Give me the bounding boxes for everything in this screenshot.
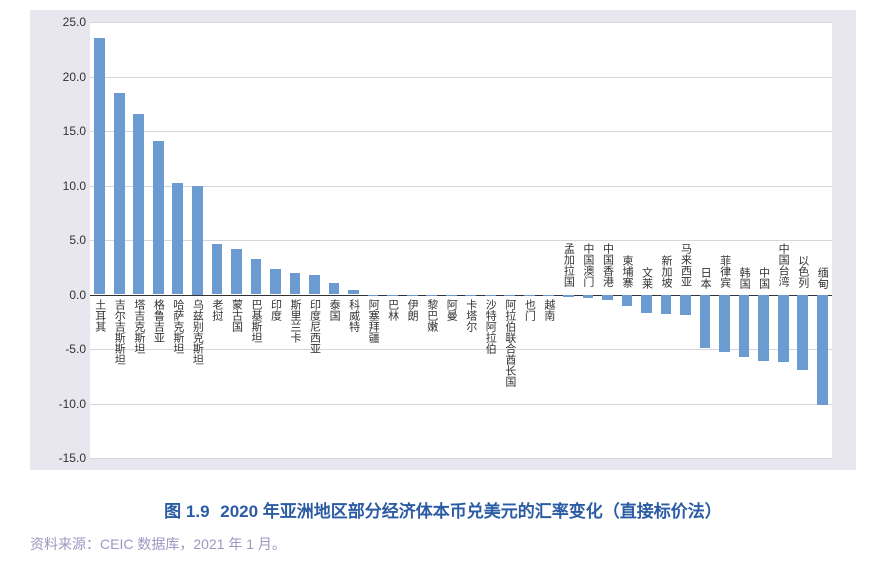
category-label: 塔吉克斯坦 (133, 299, 144, 354)
category-label: 阿曼 (445, 299, 456, 321)
bar (114, 93, 125, 295)
category-label: 格鲁吉亚 (152, 299, 163, 343)
category-label: 也门 (523, 299, 534, 321)
bar (387, 295, 398, 296)
figure-title: 2020 年亚洲地区部分经济体本币兑美元的汇率变化（直接标价法） (220, 502, 722, 521)
bar (270, 269, 281, 294)
category-label: 中国 (758, 267, 769, 289)
category-label: 阿塞拜疆 (367, 299, 378, 343)
category-label: 巴林 (387, 299, 398, 321)
bar (543, 295, 554, 296)
category-label: 卡塔尔 (465, 299, 476, 332)
bar (368, 295, 379, 296)
source-text: CEIC 数据库，2021 年 1 月。 (100, 536, 286, 552)
figure-caption: 图 1.9 2020 年亚洲地区部分经济体本币兑美元的汇率变化（直接标价法） (30, 497, 856, 522)
bar (641, 295, 652, 314)
category-label: 孟加拉国 (562, 243, 573, 287)
bar (700, 295, 711, 348)
gridline (90, 22, 832, 23)
category-label: 越南 (543, 299, 554, 321)
bar (407, 295, 418, 296)
bar (133, 114, 144, 295)
category-label: 吉尔吉斯斯坦 (113, 299, 124, 365)
category-label: 乌兹别克斯坦 (191, 299, 202, 365)
bar (719, 295, 730, 353)
bar (290, 273, 301, 295)
category-label: 斯里兰卡 (289, 299, 300, 343)
category-label: 日本 (699, 267, 710, 289)
bar (172, 183, 183, 294)
figure-footer: 图 1.9 2020 年亚洲地区部分经济体本币兑美元的汇率变化（直接标价法） 资… (30, 479, 856, 554)
bar (485, 295, 496, 296)
category-label: 马来西亚 (680, 243, 691, 287)
bar (583, 295, 594, 298)
bar (426, 295, 437, 296)
plot-area: 土耳其吉尔吉斯斯坦塔吉克斯坦格鲁吉亚哈萨克斯坦乌兹别克斯坦老挝蒙古国巴基斯坦印度… (90, 22, 832, 458)
bar (661, 295, 672, 315)
category-label: 伊朗 (406, 299, 417, 321)
category-label: 韩国 (738, 267, 749, 289)
bar (739, 295, 750, 357)
bar (309, 275, 320, 295)
gridline (90, 458, 832, 459)
y-tick-label: 0.0 (36, 288, 86, 302)
bar (465, 295, 476, 296)
bar (251, 259, 262, 295)
category-label: 以色列 (797, 255, 808, 288)
bar (602, 295, 613, 300)
source-label: 资料来源： (30, 536, 100, 552)
y-tick-label: 10.0 (36, 179, 86, 193)
category-label: 菲律宾 (719, 255, 730, 288)
bar (94, 38, 105, 294)
category-label: 黎巴嫩 (426, 299, 437, 332)
category-label: 新加坡 (660, 255, 671, 288)
y-tick-label: 20.0 (36, 70, 86, 84)
bar (212, 244, 223, 294)
category-label: 印度 (270, 299, 281, 321)
bar (231, 249, 242, 295)
y-tick-label: -10.0 (36, 397, 86, 411)
category-label: 泰国 (328, 299, 339, 321)
category-label: 沙特阿拉伯 (484, 299, 495, 354)
bar (504, 295, 515, 296)
category-label: 柬埔寨 (621, 255, 632, 288)
category-label: 老挝 (211, 299, 222, 321)
category-label: 哈萨克斯坦 (172, 299, 183, 354)
bar (680, 295, 691, 316)
category-label: 中国台湾 (777, 243, 788, 287)
category-label: 中国澳门 (582, 243, 593, 287)
category-label: 印度尼西亚 (309, 299, 320, 354)
gridline (90, 77, 832, 78)
category-label: 缅甸 (816, 267, 827, 289)
gridline (90, 131, 832, 132)
bar (758, 295, 769, 361)
bar (817, 295, 828, 405)
category-label: 土耳其 (94, 299, 105, 332)
bar (348, 290, 359, 294)
y-tick-label: 5.0 (36, 233, 86, 247)
bar (797, 295, 808, 370)
y-tick-label: 25.0 (36, 15, 86, 29)
bar (524, 295, 535, 296)
category-label: 蒙古国 (230, 299, 241, 332)
gridline (90, 404, 832, 405)
y-tick-label: -15.0 (36, 451, 86, 465)
bar (563, 295, 574, 297)
figure-number: 图 1.9 (164, 502, 209, 521)
chart-container: % 土耳其吉尔吉斯斯坦塔吉克斯坦格鲁吉亚哈萨克斯坦乌兹别克斯坦老挝蒙古国巴基斯坦… (30, 10, 856, 470)
bar (778, 295, 789, 363)
figure-source: 资料来源：CEIC 数据库，2021 年 1 月。 (30, 534, 856, 554)
category-label: 巴基斯坦 (250, 299, 261, 343)
y-tick-label: -5.0 (36, 342, 86, 356)
bar (446, 295, 457, 296)
y-tick-label: 15.0 (36, 124, 86, 138)
category-label: 文莱 (641, 267, 652, 289)
bar (622, 295, 633, 307)
category-label: 阿拉伯联合酋长国 (504, 299, 515, 387)
category-label: 中国香港 (601, 243, 612, 287)
bar (329, 283, 340, 295)
bar (153, 141, 164, 295)
bar (192, 186, 203, 295)
category-label: 科威特 (348, 299, 359, 332)
